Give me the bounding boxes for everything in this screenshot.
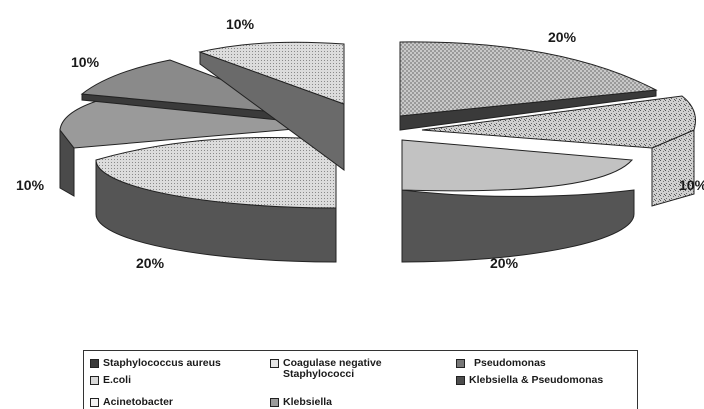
label-left-staph: 10% [226, 16, 255, 32]
label-right-klebsiella: 10% [679, 177, 704, 193]
legend-swatch [90, 398, 99, 407]
legend-swatch [456, 359, 465, 368]
label-right-ecoli: 20% [490, 255, 519, 271]
label-left-cns: 10% [71, 54, 100, 70]
legend-label: Pseudomonas [474, 357, 546, 369]
legend: Staphylococcus aureus Coagulase negative… [83, 350, 638, 409]
legend-swatch [270, 398, 279, 407]
label-right-kleb-pseudo: 20% [548, 29, 577, 45]
legend-swatch [270, 359, 279, 368]
legend-swatch [456, 376, 465, 385]
legend-swatch [90, 376, 99, 385]
left-slice-staph [198, 41, 345, 105]
legend-label: Coagulase negative Staphylococci [283, 357, 382, 380]
right-slice-kleb-pseudo [399, 41, 658, 117]
label-left-ecoli: 20% [136, 255, 165, 271]
right-slice-ecoli [401, 139, 634, 192]
left-slice-ecoli [95, 137, 337, 209]
legend-label: Acinetobacter [103, 396, 174, 408]
label-left-pseudomonas: 10% [16, 177, 45, 193]
right-slice-ecoli-side [401, 189, 635, 263]
legend-label: Klebsiella & Pseudomonas [469, 374, 604, 386]
legend-swatch [90, 359, 99, 368]
legend-label: Klebsiella [283, 396, 333, 408]
legend-label: Staphylococcus aureus [103, 357, 221, 369]
legend-label: E.coli [103, 374, 132, 386]
right-slice-klebsiella [421, 95, 696, 149]
pie-charts: 10% 10% 10% 20% 20% 10% 20% [16, 16, 704, 271]
